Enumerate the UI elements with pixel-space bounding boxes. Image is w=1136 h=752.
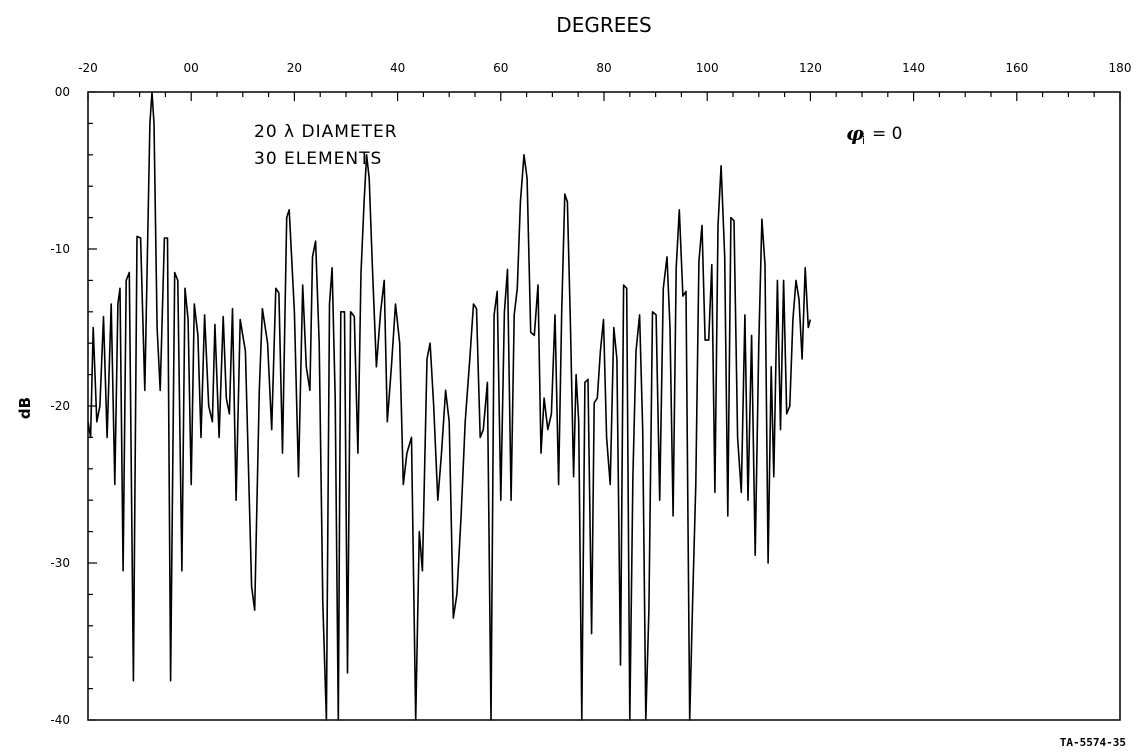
y-tick-label: -40 (50, 713, 70, 727)
x-tick-label: 00 (184, 61, 199, 75)
x-tick-label: 140 (902, 61, 925, 75)
x-tick-label: 160 (1005, 61, 1028, 75)
y-tick-label: -20 (50, 399, 70, 413)
x-tick-label: 80 (596, 61, 611, 75)
y-axis-tick-labels: 00 -10 -20 -30 -40 (50, 85, 70, 727)
phi-subscript: i (862, 134, 865, 147)
x-tick-label: 40 (390, 61, 405, 75)
x-tick-label: 180 (1109, 61, 1132, 75)
plot-frame (87, 91, 1121, 721)
x-tick-label: 20 (287, 61, 302, 75)
annotation-elements: 30 ELEMENTS (254, 149, 382, 169)
figure-id: TA-5574-35 (1060, 736, 1126, 749)
x-tick-label: 100 (696, 61, 719, 75)
chart-title: DEGREES (556, 13, 651, 37)
annotation-diameter: 20 λ DIAMETER (254, 122, 398, 142)
x-axis-ticks (87, 92, 1121, 101)
x-tick-label: 60 (493, 61, 508, 75)
y-tick-label: -10 (50, 242, 70, 256)
y-tick-label: -30 (50, 556, 70, 570)
phi-symbol: φ (846, 121, 864, 145)
series-line (87, 91, 812, 721)
y-tick-label: 00 (55, 85, 70, 99)
y-axis-label: dB (16, 397, 34, 419)
x-axis-tick-labels: -20 00 20 40 60 80 100 120 140 160 180 (78, 61, 1131, 75)
x-tick-label: -20 (78, 61, 98, 75)
phi-value: = 0 (872, 124, 902, 144)
annotation-block: 20 λ DIAMETER 30 ELEMENTS (254, 122, 398, 169)
x-tick-label: 120 (799, 61, 822, 75)
annotation-phi: φ i = 0 (846, 121, 902, 147)
